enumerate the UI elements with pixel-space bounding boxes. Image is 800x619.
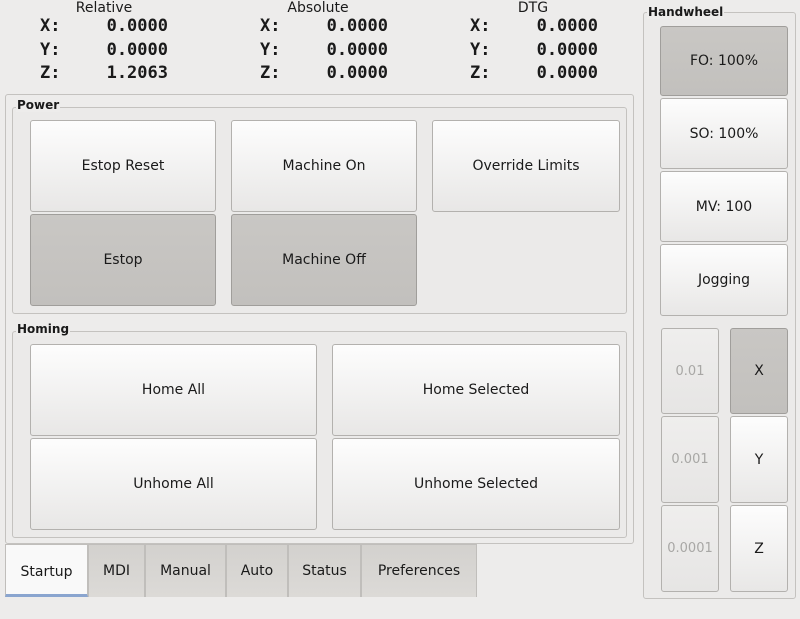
unhome-all-button[interactable]: Unhome All bbox=[30, 438, 317, 530]
power-title: Power bbox=[16, 98, 61, 112]
unhome-selected-button[interactable]: Unhome Selected bbox=[332, 438, 620, 530]
override-limits-button[interactable]: Override Limits bbox=[432, 120, 620, 212]
estop-reset-button[interactable]: Estop Reset bbox=[30, 120, 216, 212]
absolute-header: Absolute bbox=[287, 0, 349, 16]
axis-y-button[interactable]: Y bbox=[730, 416, 788, 503]
increment-0.001-button[interactable]: 0.001 bbox=[661, 416, 719, 503]
absolute-y-label: Y: bbox=[260, 40, 281, 60]
relative-header: Relative bbox=[75, 0, 133, 16]
absolute-z-label: Z: bbox=[260, 63, 281, 83]
axis-x-button[interactable]: X bbox=[730, 328, 788, 414]
absolute-y-value: 0.0000 bbox=[326, 40, 388, 60]
dtg-x-value: 0.0000 bbox=[536, 16, 598, 36]
home-selected-button[interactable]: Home Selected bbox=[332, 344, 620, 436]
tab-preferences[interactable]: Preferences bbox=[361, 544, 477, 597]
dtg-x-label: X: bbox=[470, 16, 491, 36]
relative-z-label: Z: bbox=[40, 63, 61, 83]
dtg-y-value: 0.0000 bbox=[536, 40, 598, 60]
relative-y-label: Y: bbox=[40, 40, 61, 60]
homing-title: Homing bbox=[16, 322, 71, 336]
handwheel-title: Handwheel bbox=[647, 5, 725, 19]
dtg-y-label: Y: bbox=[470, 40, 491, 60]
max-velocity-button[interactable]: MV: 100 bbox=[660, 171, 788, 242]
absolute-x-label: X: bbox=[260, 16, 281, 36]
relative-x-label: X: bbox=[40, 16, 61, 36]
dtg-z-label: Z: bbox=[470, 63, 491, 83]
spindle-override-button[interactable]: SO: 100% bbox=[660, 98, 788, 169]
axis-z-button[interactable]: Z bbox=[730, 505, 788, 592]
jogging-button[interactable]: Jogging bbox=[660, 244, 788, 316]
relative-x-value: 0.0000 bbox=[106, 16, 168, 36]
relative-y-value: 0.0000 bbox=[106, 40, 168, 60]
tab-status[interactable]: Status bbox=[288, 544, 361, 597]
tab-auto[interactable]: Auto bbox=[226, 544, 288, 597]
machine-on-button[interactable]: Machine On bbox=[231, 120, 417, 212]
machine-off-button[interactable]: Machine Off bbox=[231, 214, 417, 306]
increment-0.01-button[interactable]: 0.01 bbox=[661, 328, 719, 414]
dtg-z-value: 0.0000 bbox=[536, 63, 598, 83]
tab-manual[interactable]: Manual bbox=[145, 544, 226, 597]
estop-button[interactable]: Estop bbox=[30, 214, 216, 306]
home-all-button[interactable]: Home All bbox=[30, 344, 317, 436]
increment-0.0001-button[interactable]: 0.0001 bbox=[661, 505, 719, 592]
feed-override-button[interactable]: FO: 100% bbox=[660, 26, 788, 96]
tab-mdi[interactable]: MDI bbox=[88, 544, 145, 597]
absolute-z-value: 0.0000 bbox=[326, 63, 388, 83]
absolute-x-value: 0.0000 bbox=[326, 16, 388, 36]
tab-startup[interactable]: Startup bbox=[5, 544, 88, 597]
relative-z-value: 1.2063 bbox=[106, 63, 168, 83]
dtg-header: DTG bbox=[517, 0, 549, 16]
